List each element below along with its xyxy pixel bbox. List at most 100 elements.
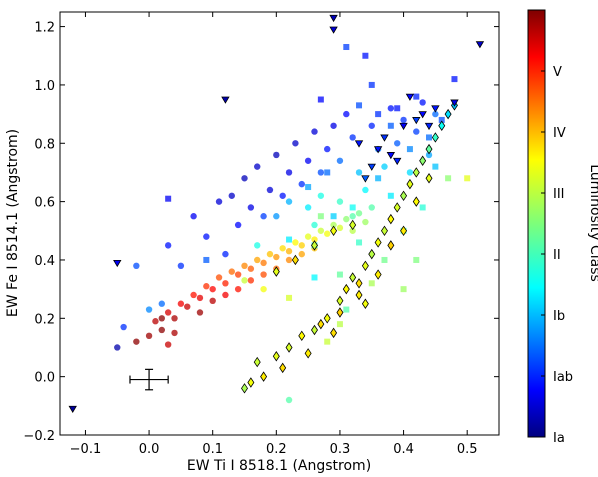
data-point-circle-15 [254,163,261,170]
data-point-circle-90 [260,271,267,278]
data-point-square-29 [387,122,394,129]
data-point-diamond-44 [349,219,357,231]
x-tick-label: 0.4 [393,442,414,457]
data-point-diamond-1 [247,377,255,388]
data-point-circle-48 [336,198,344,205]
data-point-circle-47 [317,192,325,199]
data-point-circle-69 [273,253,280,261]
data-point-square-18 [432,163,439,170]
data-point-circle-98 [171,329,178,337]
y-tick-label: 1.2 [34,21,55,36]
x-axis-label: EW Ti I 8518.1 (Angstrom) [187,458,371,474]
data-point-square-8 [368,280,375,287]
data-point-diamond-24 [419,155,427,167]
data-point-square-6 [349,204,356,211]
data-point-circle-45 [285,198,293,205]
y-axis-label: EW Fe I 8514.1 (Angstrom) [5,129,21,317]
x-tick-label: 0.1 [202,442,223,457]
data-point-circle-77 [324,230,331,237]
data-point-diamond-33 [355,278,363,289]
data-point-circle-100 [285,396,293,404]
data-point-diamond-43 [330,225,338,237]
x-tick-label: 0.2 [266,442,287,457]
data-point-square-1 [203,256,210,263]
data-point-circle-104 [311,221,318,229]
data-point-circle-73 [298,242,305,249]
data-point-circle-58 [203,283,210,290]
data-point-diamond-42 [311,240,318,251]
data-point-circle-63 [234,271,242,278]
data-point-diamond-36 [387,240,395,251]
data-point-triangle-down-1 [113,259,122,268]
data-point-circle-10 [222,250,229,258]
colorbar [527,9,546,438]
series-square-markers [165,44,471,345]
data-point-square-12 [394,105,401,112]
data-point-circle-82 [355,210,363,217]
data-point-diamond-32 [336,307,344,318]
data-point-diamond-19 [387,213,395,225]
data-point-circle-5 [164,242,172,249]
series-diamond-markers [241,100,458,394]
data-point-circle-71 [285,248,293,255]
data-point-square-5 [336,271,343,278]
data-point-circle-17 [266,186,274,194]
y-axis-ticks: −0.2 0.0 0.2 0.4 0.6 0.8 1.0 1.2 [23,21,499,444]
x-tick-label: −0.1 [70,442,102,457]
y-tick-label: 0.2 [34,312,55,327]
data-point-triangle-down-9 [412,117,421,125]
data-point-triangle-down-12 [386,152,396,160]
data-point-circle-101 [241,277,248,284]
data-point-diamond-3 [260,371,268,382]
data-point-circle-93 [298,250,305,258]
data-point-triangle-down-11 [393,157,402,166]
data-point-diamond-10 [330,327,338,339]
data-point-square-30 [375,111,382,118]
data-point-diamond-40 [272,266,280,277]
data-point-circle-70 [279,245,286,252]
data-point-square-20 [445,175,452,182]
data-point-triangle-down-19 [354,140,364,148]
data-point-circle-32 [362,186,369,194]
data-point-diamond-17 [374,237,382,248]
data-point-square-25 [368,81,375,88]
y-tick-label: −0.2 [23,429,55,444]
data-point-circle-75 [311,236,318,243]
data-point-circle-0 [114,344,121,351]
data-point-triangle-down-4 [329,14,338,23]
data-point-circle-29 [343,110,350,118]
data-point-circle-54 [177,300,185,307]
data-point-circle-2 [133,262,140,269]
data-point-square-35 [336,321,343,328]
data-point-diamond-21 [400,190,408,202]
plot-frame [59,11,500,436]
data-point-diamond-8 [311,324,318,336]
data-point-square-31 [356,102,363,109]
data-point-circle-53 [171,315,178,322]
x-axis-ticks: −0.1 0.0 0.1 0.2 0.3 0.4 0.5 [70,12,478,457]
colorbar-tick-label: Iab [553,370,573,385]
data-point-circle-27 [330,122,337,129]
data-point-square-7 [356,239,363,246]
data-point-circle-7 [190,213,197,220]
data-point-circle-89 [247,277,255,284]
data-point-diamond-35 [374,269,382,280]
data-point-circle-41 [419,99,426,106]
data-point-square-19 [438,116,445,123]
data-point-circle-61 [222,280,229,287]
data-point-triangle-down-3 [329,26,338,34]
data-point-diamond-31 [317,318,325,330]
data-point-triangle-down-13 [380,134,389,142]
y-tick-label: 0.0 [34,371,55,386]
data-point-square-14 [406,146,413,153]
data-point-circle-18 [273,151,280,159]
data-point-circle-31 [355,169,363,176]
colorbar-tick-label: IV [553,126,566,141]
data-point-circle-26 [324,145,331,153]
data-point-diamond-26 [431,132,439,143]
data-point-circle-25 [317,169,325,176]
data-point-circle-14 [247,204,255,211]
